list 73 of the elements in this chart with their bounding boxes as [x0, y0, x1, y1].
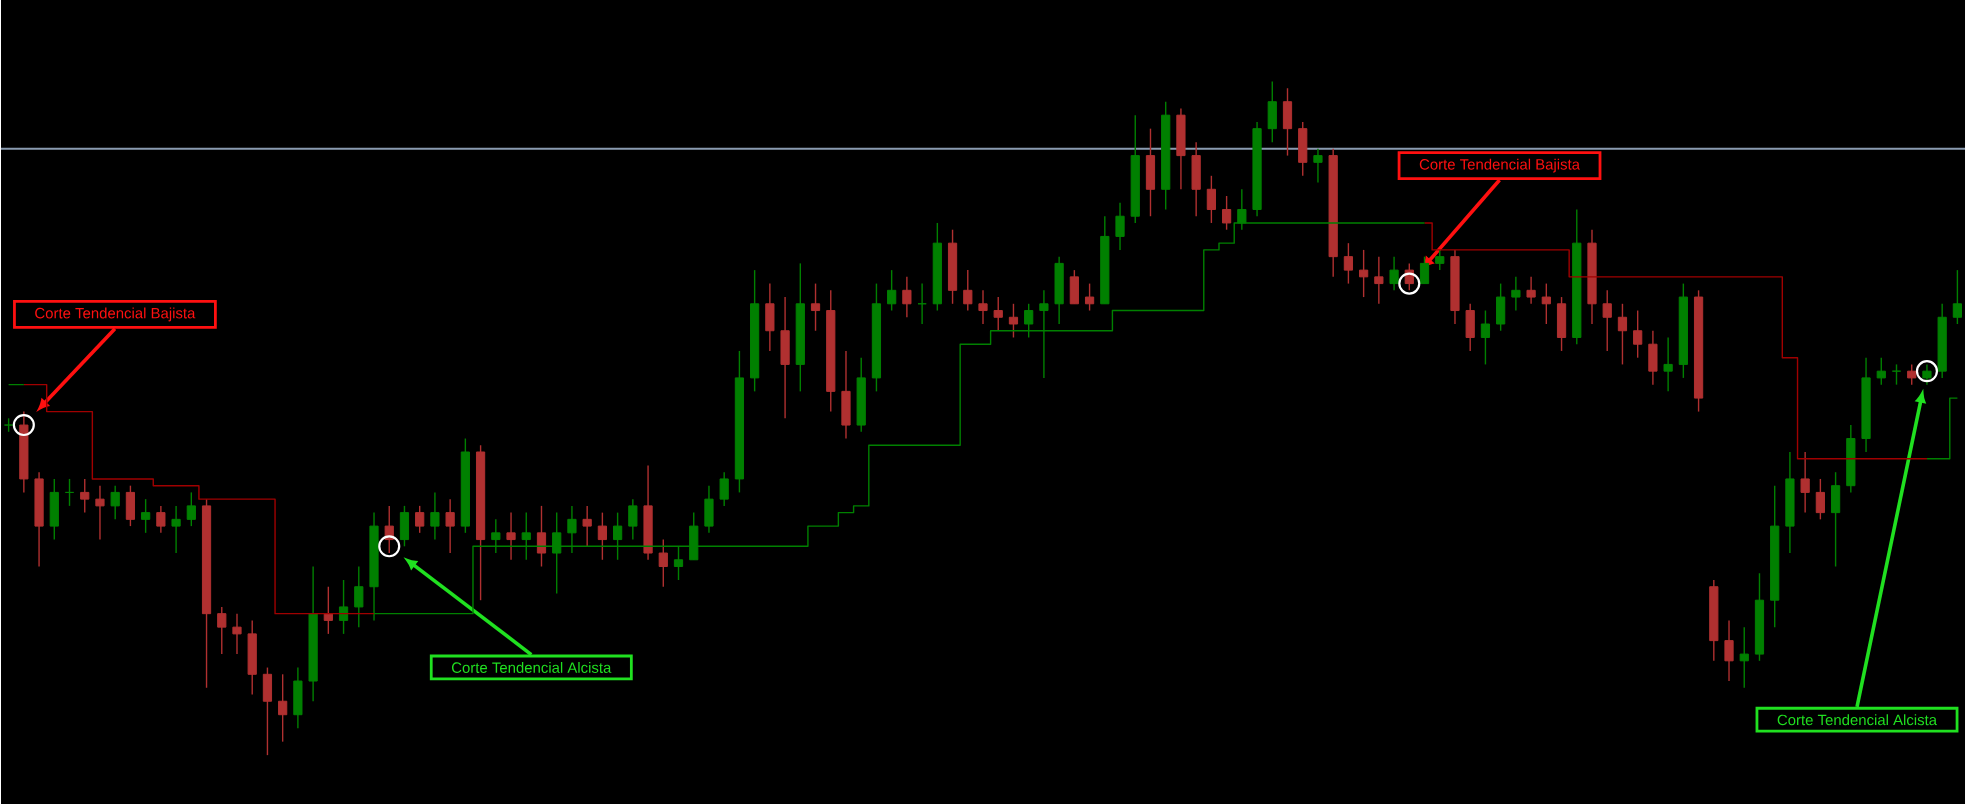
candlestick [1435, 249, 1445, 271]
candlestick [1222, 195, 1232, 231]
candlestick [597, 511, 607, 561]
candlestick [963, 269, 973, 312]
candlestick [1602, 289, 1612, 352]
candlestick [628, 498, 638, 541]
candlestick [1800, 451, 1810, 514]
candlestick [110, 484, 120, 520]
candlestick [141, 498, 151, 534]
candlestick [1008, 303, 1019, 339]
candlestick [1359, 249, 1369, 298]
candlestick [338, 579, 349, 635]
candlestick [993, 296, 1003, 332]
candlestick [95, 484, 105, 541]
candlestick [1084, 282, 1095, 312]
candlestick [232, 612, 242, 655]
candlestick [1633, 309, 1643, 359]
candlestick [1389, 255, 1399, 291]
candlestick [552, 511, 562, 595]
candlestick [1343, 242, 1354, 285]
candlestick [1480, 309, 1491, 366]
candlestick [1663, 336, 1673, 392]
point [1398, 272, 1421, 295]
candlestick [1815, 478, 1825, 520]
candlestick [1511, 276, 1521, 312]
point [1915, 360, 1938, 383]
candlestick [1024, 303, 1034, 339]
candlestick [278, 673, 288, 743]
annotation: Corte Tendencial Alcista [451, 661, 612, 673]
candlestick [1617, 303, 1628, 366]
candlestick [171, 505, 181, 554]
candlestick [430, 491, 440, 541]
candlestick [902, 276, 912, 318]
candlestick [521, 511, 531, 561]
candlestick [582, 505, 592, 547]
candlestick [1039, 289, 1049, 379]
candlestick [1907, 363, 1917, 386]
candlestick [491, 518, 501, 554]
candlestick [1876, 356, 1886, 386]
candlestick [658, 538, 668, 588]
candlestick [1526, 276, 1536, 305]
candlestick [415, 505, 425, 534]
candlestick [536, 505, 547, 568]
point [12, 413, 35, 437]
candlestick [1206, 175, 1216, 224]
annotation: Corte Tendencial Bajista [1419, 158, 1580, 173]
candlestick [1541, 282, 1551, 325]
annotation: Corte Tendencial Alcista [1777, 714, 1938, 726]
candlestick [1724, 619, 1734, 682]
candlestick [1739, 626, 1749, 689]
candlestick [156, 505, 166, 534]
candlestick [1952, 269, 1963, 325]
candlestick [978, 289, 988, 325]
candlestick [80, 478, 90, 514]
candlestick [1313, 148, 1323, 184]
candlestick [567, 505, 577, 554]
candlestick [323, 585, 333, 635]
candlestick [1115, 201, 1125, 251]
candlestick [1374, 255, 1384, 305]
point [378, 535, 401, 558]
candlestick [1419, 255, 1430, 285]
candlestick [506, 511, 516, 561]
candlestick [217, 606, 227, 655]
candlestick [186, 491, 196, 527]
candlestick [613, 511, 623, 561]
candlestick [719, 471, 729, 507]
annotation: Corte Tendencial Bajista [35, 307, 196, 322]
candlestick [1922, 363, 1932, 386]
candlestick [445, 498, 455, 554]
candlestick [887, 269, 897, 312]
candlestick [810, 282, 821, 332]
candlestick [354, 565, 364, 628]
candlestick [673, 545, 684, 581]
